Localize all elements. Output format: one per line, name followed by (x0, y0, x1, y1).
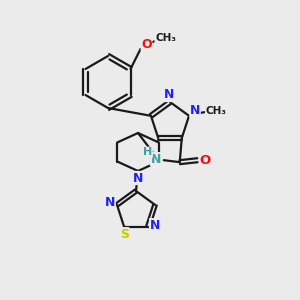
Text: CH₃: CH₃ (206, 106, 226, 116)
Text: S: S (120, 228, 129, 241)
Text: N: N (190, 104, 200, 117)
Text: N: N (151, 153, 161, 166)
Text: O: O (141, 38, 152, 50)
Text: N: N (133, 172, 143, 184)
Text: N: N (164, 88, 174, 101)
Text: H: H (143, 147, 152, 157)
Text: N: N (105, 196, 115, 209)
Text: CH₃: CH₃ (155, 33, 176, 43)
Text: O: O (199, 154, 210, 167)
Text: N: N (150, 219, 160, 232)
